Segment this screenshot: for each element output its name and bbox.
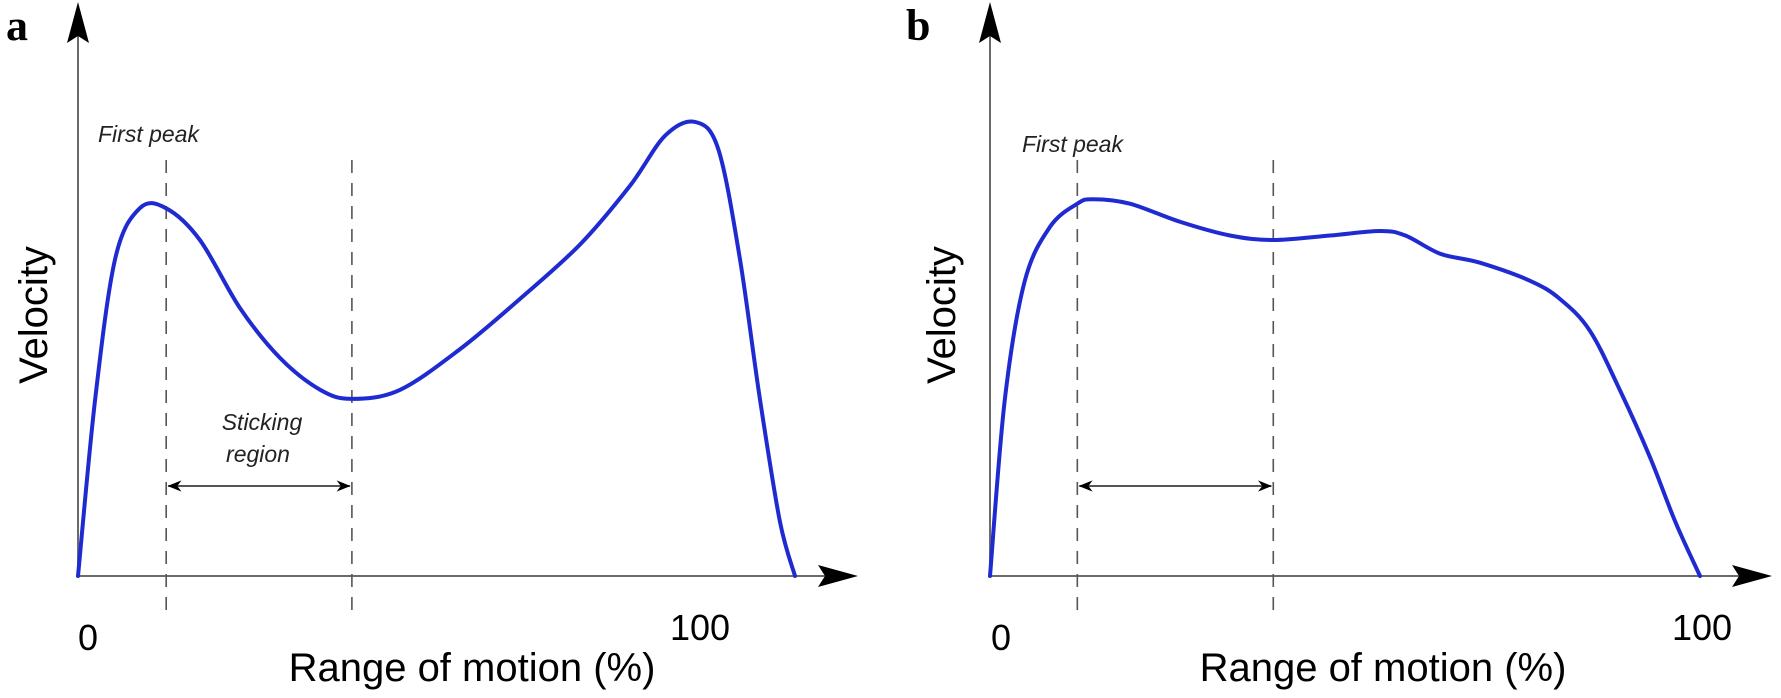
y-axis-arrowhead-b bbox=[979, 2, 1001, 43]
data-point bbox=[1228, 234, 1232, 238]
data-point bbox=[1698, 574, 1702, 578]
data-point bbox=[398, 388, 402, 392]
x-axis-arrowhead-b bbox=[1732, 565, 1772, 587]
data-point bbox=[716, 147, 720, 151]
data-point bbox=[1478, 261, 1482, 265]
data-point bbox=[1023, 279, 1027, 283]
data-points-b bbox=[988, 197, 1702, 578]
data-point bbox=[1048, 224, 1052, 228]
data-point bbox=[1178, 220, 1182, 224]
panel-letter-a: a bbox=[6, 1, 28, 50]
data-point bbox=[578, 243, 582, 247]
data-point bbox=[1558, 297, 1562, 301]
data-point bbox=[238, 306, 242, 310]
data-point bbox=[758, 397, 762, 401]
data-point bbox=[1438, 252, 1442, 256]
y-axis-label-a: Velocity bbox=[12, 246, 56, 384]
data-point bbox=[778, 520, 782, 524]
reference-lines-a bbox=[165, 160, 353, 612]
x-tick-label-100-b: 100 bbox=[1672, 607, 1732, 648]
data-point bbox=[1618, 388, 1622, 392]
data-point bbox=[1528, 279, 1532, 283]
x-tick-label-0-b: 0 bbox=[991, 617, 1011, 658]
x-tick-label-0-a: 0 bbox=[78, 617, 98, 658]
data-point bbox=[113, 256, 117, 260]
data-point bbox=[164, 206, 168, 210]
sticking-region-label-line2: region bbox=[226, 441, 290, 467]
data-point bbox=[1378, 229, 1382, 233]
x-axis-label-a: Range of motion (%) bbox=[289, 646, 656, 690]
data-point bbox=[1403, 234, 1407, 238]
y-axis-arrowhead-a bbox=[67, 2, 89, 43]
data-point bbox=[628, 184, 632, 188]
data-point bbox=[318, 388, 322, 392]
panel-b: b Velocity Range of motion (%) 0 100 Fir… bbox=[906, 1, 1772, 690]
data-point bbox=[93, 397, 97, 401]
data-point bbox=[663, 134, 667, 138]
y-axis-label-b: Velocity bbox=[920, 246, 964, 384]
data-point bbox=[693, 120, 697, 124]
data-point bbox=[458, 347, 462, 351]
data-point bbox=[1091, 197, 1095, 201]
data-point bbox=[738, 256, 742, 260]
data-point bbox=[198, 238, 202, 242]
first-peak-label-a: First peak bbox=[98, 121, 200, 147]
data-point bbox=[1003, 397, 1007, 401]
velocity-curve-b bbox=[988, 197, 1702, 578]
velocity-curve-a bbox=[76, 119, 797, 578]
x-tick-label-100-a: 100 bbox=[670, 607, 730, 648]
data-point bbox=[1673, 520, 1677, 524]
data-point bbox=[138, 206, 142, 210]
data-point bbox=[793, 574, 797, 578]
panel-letter-b: b bbox=[906, 1, 930, 50]
sticking-region-label-line1: Sticking bbox=[222, 409, 303, 435]
data-point bbox=[76, 574, 80, 578]
data-point bbox=[1328, 234, 1332, 238]
data-point bbox=[1075, 202, 1079, 206]
data-point bbox=[988, 574, 992, 578]
data-point bbox=[278, 356, 282, 360]
x-axis-arrowhead-a bbox=[818, 565, 858, 587]
first-peak-label-b: First peak bbox=[1022, 131, 1124, 157]
reference-lines-b bbox=[1076, 160, 1275, 612]
x-axis-label-b: Range of motion (%) bbox=[1200, 646, 1567, 690]
data-point bbox=[1588, 329, 1592, 333]
data-point bbox=[1271, 238, 1275, 242]
data-point bbox=[1648, 456, 1652, 460]
panel-a: a Velocity Range of motion (%) 0 100 Fir… bbox=[6, 1, 858, 690]
data-point bbox=[350, 397, 354, 401]
data-point bbox=[1128, 202, 1132, 206]
data-points-a bbox=[76, 120, 797, 578]
data-point bbox=[518, 297, 522, 301]
